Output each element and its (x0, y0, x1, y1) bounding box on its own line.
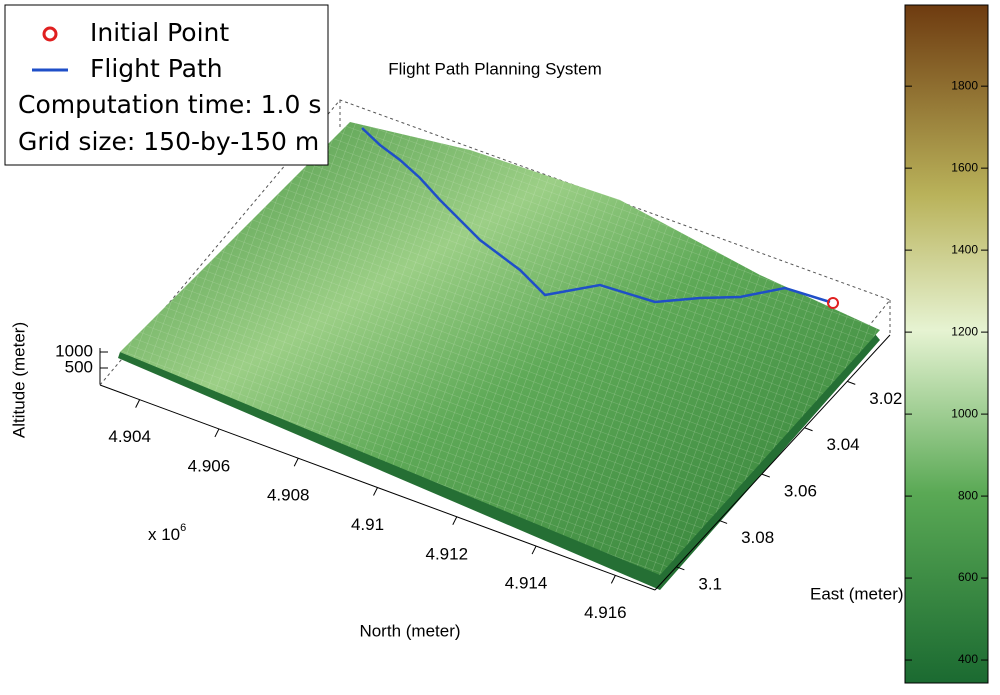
y-tick (761, 473, 770, 478)
annotation: Computation time: 1.0 s (18, 90, 321, 119)
annotation: Grid size: 150-by-150 m (18, 127, 319, 156)
colorbar (904, 4, 989, 684)
y-tick-label: 3.04 (827, 435, 860, 454)
legend-box (4, 4, 329, 166)
x-exponent-base: x 10 (148, 525, 180, 544)
x-tick (531, 545, 537, 555)
colorbar-ticks: 400 600 800 1000 1200 1400 1600 1800 (905, 78, 988, 666)
colorbar-tick-label: 1000 (951, 406, 978, 420)
colorbar-tick-label: 600 (958, 570, 978, 584)
x-exponent: x 106 (148, 522, 186, 545)
colorbar-tick-label: 400 (958, 652, 978, 666)
y-tick-label: 3.08 (741, 528, 774, 547)
x-tick (214, 428, 220, 438)
y-tick (718, 519, 728, 524)
z-tick-label: 500 (65, 357, 93, 376)
y-tick-label: 3.06 (784, 482, 817, 501)
legend-label: Initial Point (90, 18, 229, 47)
colorbar-tick-label: 1600 (951, 160, 978, 174)
chart-title: Flight Path Planning System (388, 59, 602, 78)
x-tick-label: 4.91 (351, 515, 384, 534)
y-tick (676, 566, 685, 571)
x-tick (135, 399, 141, 408)
x-tick-label: 4.912 (426, 544, 469, 563)
y-tick (804, 427, 813, 432)
x-tick (293, 457, 299, 467)
y-tick-label: 3.1 (698, 574, 722, 593)
x-tick-label: 4.906 (188, 456, 231, 475)
colorbar-tick-label: 1200 (951, 324, 978, 338)
colorbar-tick-label: 1800 (951, 78, 978, 92)
colorbar-tick-label: 800 (958, 488, 978, 502)
x-exponent-power: 6 (180, 522, 186, 534)
x-axis-label: North (meter) (359, 621, 460, 640)
axes-ticks: 4.904 4.906 4.908 4.91 4.912 4.914 4.916 3.02 3.… (55, 341, 902, 621)
flight-path (361, 127, 831, 304)
y-tick-label: 3.02 (869, 389, 902, 408)
colorbar-tick-label: 1400 (951, 242, 978, 256)
x-tick-label: 4.908 (267, 486, 310, 505)
z-tick-label: 1000 (55, 341, 93, 360)
legend-marker (42, 26, 58, 42)
surface-mesh (120, 122, 880, 575)
box (99, 99, 891, 591)
east-axis (654, 334, 891, 591)
x-tick-label: 4.904 (108, 427, 151, 446)
y-axis-label: East (meter) (810, 584, 904, 603)
x-tick-label: 4.914 (505, 574, 548, 593)
x-tick (373, 487, 378, 496)
initial-point (827, 297, 839, 309)
z-axis-label: Altitude (meter) (9, 322, 28, 438)
x-tick (610, 575, 616, 584)
x-tick (452, 516, 458, 526)
y-tick (847, 380, 856, 385)
legend-label: Flight Path (90, 54, 223, 83)
x-tick-label: 4.916 (584, 603, 627, 622)
